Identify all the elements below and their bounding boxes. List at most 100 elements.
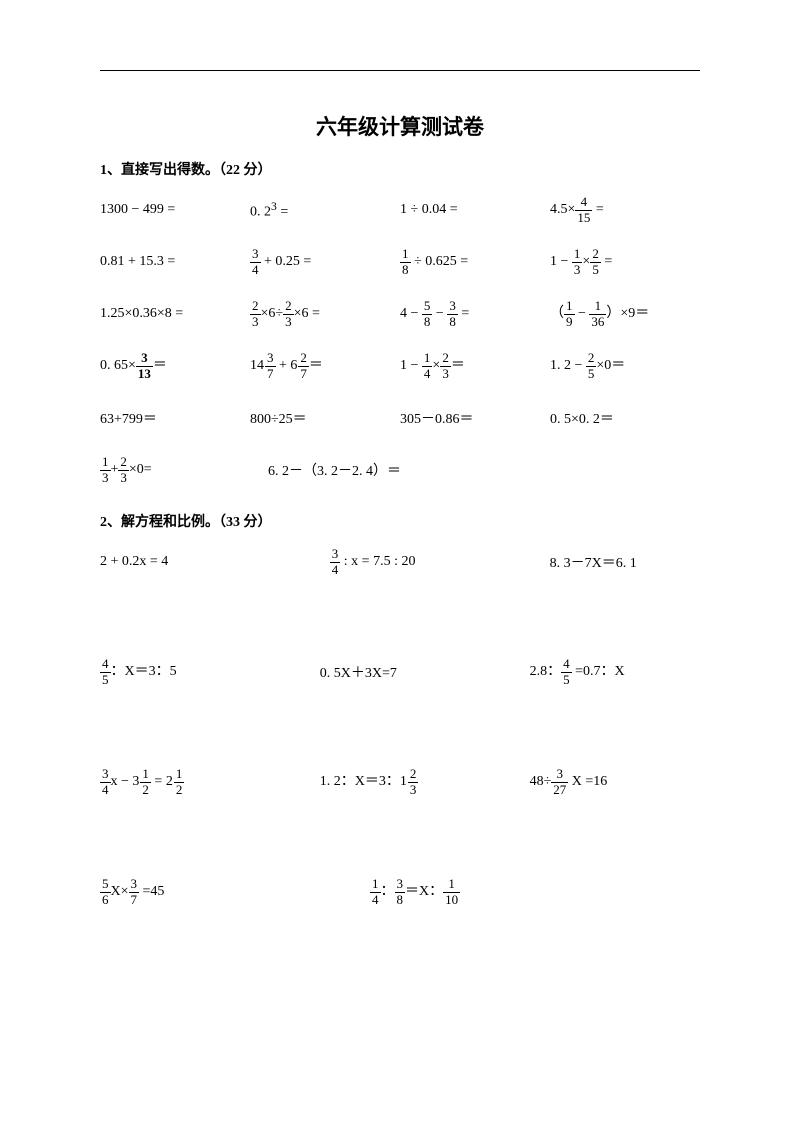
denom: 7: [265, 367, 276, 381]
text: ×0=: [129, 462, 152, 477]
text: ：: [381, 884, 395, 899]
numer: 2: [408, 767, 419, 782]
text: ）×9＝: [606, 306, 649, 321]
expr: 1.25×0.36×8 =: [100, 306, 250, 322]
text: 0. 2: [250, 204, 271, 219]
mixed-number: 312: [132, 767, 151, 797]
text: 4: [400, 306, 407, 321]
denom: 7: [129, 893, 140, 907]
text: ×6÷: [261, 306, 284, 321]
expr: 18 ÷ 0.625 =: [400, 247, 550, 277]
text: ×6 =: [294, 306, 320, 321]
text: 0. 65×: [100, 358, 136, 373]
fraction: 14: [370, 877, 381, 907]
expr: 305－0.86＝: [400, 408, 550, 428]
denom: 5: [561, 673, 572, 687]
fraction: 19: [564, 299, 575, 329]
expr: 1. 2 − 25×0＝: [550, 351, 700, 381]
expr: 45：X＝3：5: [100, 657, 300, 687]
text: 4.5: [550, 202, 568, 217]
expr: 56X×37 =45: [100, 877, 370, 907]
expr: 1 ÷ 0.04 =: [400, 202, 550, 218]
fraction: 18: [400, 247, 411, 277]
expr: 1300 − 499 =: [100, 202, 250, 218]
numer: 2: [283, 299, 294, 314]
page-title: 六年级计算测试卷: [100, 111, 700, 141]
fraction: 136: [589, 299, 606, 329]
numer: 3: [250, 247, 261, 262]
numer: 3: [100, 767, 111, 782]
denom: 8: [447, 315, 458, 329]
whole: 14: [250, 358, 264, 374]
expr: 800÷25＝: [250, 408, 400, 428]
text: 48÷: [530, 774, 552, 789]
denom: 3: [100, 471, 111, 485]
text: ×0＝: [596, 358, 625, 373]
numer: 4: [575, 195, 592, 210]
numer: 1: [400, 247, 411, 262]
denom: 5: [586, 367, 597, 381]
text: 0.25: [275, 254, 300, 269]
numer: 3: [447, 299, 458, 314]
fraction: 38: [395, 877, 406, 907]
expr: 34 + 0.25 =: [250, 247, 400, 277]
numer: 1: [572, 247, 583, 262]
text: 2.8：: [530, 664, 562, 679]
mixed-number: 627: [290, 351, 309, 381]
denom: 8: [400, 263, 411, 277]
denom: 7: [298, 367, 309, 381]
fraction: 14: [422, 351, 433, 381]
fraction: 12: [174, 767, 185, 797]
fraction: 327: [551, 767, 568, 797]
fraction: 13: [572, 247, 583, 277]
whole: 6: [290, 358, 297, 374]
denom: 4: [330, 563, 341, 577]
denom: 2: [140, 783, 151, 797]
expr: 23×6÷23×6 =: [250, 299, 400, 329]
numer: 3: [330, 547, 341, 562]
numer: 5: [422, 299, 433, 314]
denom: 5: [100, 673, 111, 687]
numer: 3: [265, 351, 276, 366]
denom: 3: [118, 471, 129, 485]
fraction: 23: [283, 299, 294, 329]
mixed-number: 212: [166, 767, 185, 797]
denom: 4: [370, 893, 381, 907]
denom: 13: [136, 367, 153, 381]
fraction: 58: [422, 299, 433, 329]
q1-row-6: 13+23×0= 6. 2－（3. 2－2. 4）＝: [100, 455, 700, 485]
text: 15.3: [139, 254, 164, 269]
expr: 48÷327 X =16: [500, 767, 700, 797]
fraction: 34: [330, 547, 341, 577]
denom: 8: [422, 315, 433, 329]
expr: 14：38＝X：110: [370, 877, 460, 907]
numer: 2: [590, 247, 601, 262]
denom: 3: [572, 263, 583, 277]
expr: 0.81 + 15.3 =: [100, 254, 250, 270]
numer: 2: [440, 351, 451, 366]
text: 0.04: [422, 202, 447, 217]
fraction: 313: [136, 351, 153, 381]
text: 0.81: [100, 254, 125, 269]
expr: 2 + 0.2x = 4: [100, 554, 300, 570]
whole: 1: [400, 774, 407, 790]
text: 499: [143, 202, 164, 217]
numer: 4: [561, 657, 572, 672]
expr: 2.8：45 =0.7：X: [500, 657, 700, 687]
denom: 6: [100, 893, 111, 907]
denom: 5: [590, 263, 601, 277]
text: 1: [400, 202, 407, 217]
fraction: 27: [298, 351, 309, 381]
expr: 0. 5×0. 2＝: [550, 408, 700, 428]
denom: 15: [575, 211, 592, 225]
numer: 2: [118, 455, 129, 470]
numer: 5: [100, 877, 111, 892]
numer: 3: [129, 877, 140, 892]
fraction: 415: [575, 195, 592, 225]
fraction: 23: [250, 299, 261, 329]
expr: 4.5×415 =: [550, 195, 700, 225]
numer: 1: [422, 351, 433, 366]
numer: 1: [589, 299, 606, 314]
text: 1: [400, 358, 407, 373]
fraction: 45: [561, 657, 572, 687]
